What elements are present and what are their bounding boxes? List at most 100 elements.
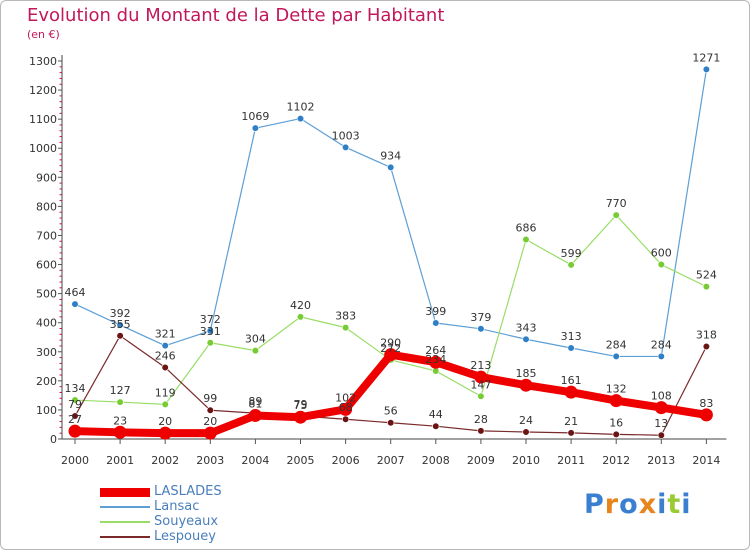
data-label: 272	[380, 342, 401, 355]
data-point	[158, 426, 172, 440]
data-point	[206, 327, 214, 335]
data-label: 23	[113, 414, 127, 427]
data-point	[699, 408, 713, 422]
x-tick-label: 2012	[602, 454, 630, 467]
data-label: 161	[561, 374, 582, 387]
data-point	[522, 428, 530, 436]
data-label: 134	[65, 382, 86, 395]
series-line-souyeaux	[74, 214, 708, 405]
x-tick-label: 2004	[241, 454, 269, 467]
data-point	[387, 419, 395, 427]
data-point	[612, 352, 620, 361]
data-label: 1102	[287, 101, 315, 114]
proxiti-logo: Proxiti	[584, 489, 692, 520]
data-point	[432, 319, 440, 327]
data-label: 304	[245, 333, 266, 346]
data-label: 83	[699, 397, 713, 410]
data-point	[702, 65, 711, 74]
x-tick-label: 2009	[467, 454, 495, 467]
legend-swatch	[100, 521, 150, 523]
data-label: 56	[384, 405, 398, 418]
legend-label: Souyeaux	[154, 514, 219, 529]
data-point	[477, 392, 485, 400]
data-label: 379	[470, 311, 491, 324]
data-label: 1271	[692, 51, 720, 64]
y-tick-label: 0	[50, 433, 57, 446]
data-point	[477, 325, 485, 333]
y-tick-label: 100	[36, 404, 57, 417]
chart-title: Evolution du Montant de la Dette par Hab…	[27, 5, 445, 26]
y-tick-label: 400	[36, 317, 57, 330]
data-label: 770	[606, 197, 627, 210]
data-label: 524	[696, 269, 717, 282]
data-label: 464	[65, 286, 86, 299]
x-tick-label: 2008	[422, 454, 450, 467]
data-label: 392	[110, 307, 131, 320]
legend-label: Lespouey	[154, 529, 216, 544]
x-tick-label: 2001	[106, 454, 134, 467]
data-point	[387, 163, 395, 172]
data-label: 81	[248, 397, 262, 410]
data-point	[612, 430, 620, 438]
data-point	[161, 363, 169, 372]
legend-label: Lansac	[154, 499, 200, 514]
x-tick-label: 2003	[196, 454, 224, 467]
y-tick-label: 200	[36, 375, 57, 388]
data-point	[702, 283, 711, 291]
data-point	[161, 342, 169, 350]
data-label: 102	[335, 391, 356, 404]
x-tick-label: 2000	[61, 454, 89, 467]
data-label: 321	[155, 328, 176, 341]
data-point	[296, 114, 305, 123]
data-point	[248, 408, 262, 422]
data-point	[657, 352, 665, 361]
data-point	[657, 260, 665, 269]
data-point	[567, 429, 575, 437]
data-point	[342, 324, 350, 332]
data-label: 934	[380, 149, 401, 162]
x-tick-label: 2002	[151, 454, 179, 467]
data-label: 234	[425, 353, 446, 366]
data-point	[657, 431, 665, 439]
y-tick-label: 500	[36, 288, 57, 301]
data-label: 108	[651, 390, 672, 403]
data-point	[116, 321, 124, 329]
data-label: 119	[155, 386, 176, 399]
data-label: 284	[651, 338, 672, 351]
data-label: 44	[429, 408, 443, 421]
data-point	[71, 396, 79, 404]
data-point	[522, 235, 530, 244]
y-tick-label: 1000	[29, 142, 57, 155]
data-point	[68, 424, 82, 438]
data-point	[522, 335, 530, 343]
data-point	[702, 342, 711, 351]
data-label: 372	[200, 313, 221, 326]
data-point	[296, 313, 305, 321]
data-label: 21	[564, 415, 578, 428]
y-tick-label: 1200	[29, 84, 57, 97]
data-label: 185	[516, 367, 537, 380]
data-label: 99	[203, 392, 217, 405]
data-label: 420	[290, 299, 311, 312]
data-point	[161, 400, 169, 408]
data-point	[519, 378, 533, 392]
y-tick-label: 900	[36, 171, 57, 184]
data-label: 79	[294, 398, 308, 411]
x-tick-label: 2006	[332, 454, 360, 467]
legend-swatch	[100, 536, 150, 538]
y-tick-label: 300	[36, 346, 57, 359]
data-point	[384, 348, 398, 362]
data-label: 318	[696, 329, 717, 342]
data-point	[294, 410, 307, 424]
data-point	[71, 412, 79, 420]
data-label: 13	[654, 417, 668, 430]
data-point	[251, 124, 259, 132]
data-point	[612, 211, 620, 219]
data-label: 313	[561, 330, 582, 343]
data-label: 27	[68, 413, 82, 426]
data-point	[342, 415, 350, 423]
data-label: 132	[606, 383, 627, 396]
data-label: 20	[158, 415, 172, 428]
data-point	[339, 402, 353, 416]
data-label: 213	[470, 359, 491, 372]
